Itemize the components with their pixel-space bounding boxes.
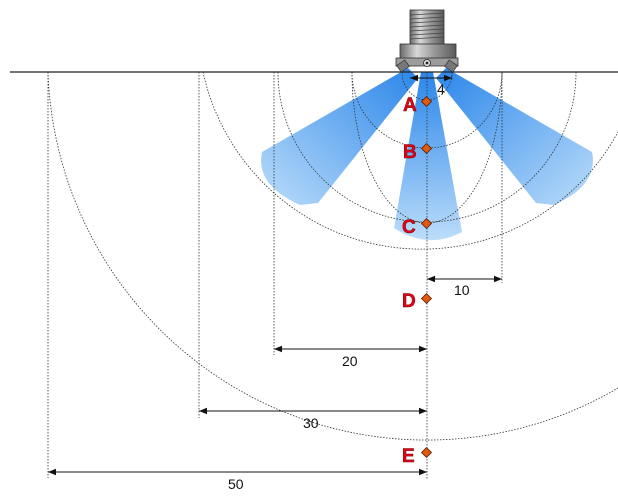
- point-c: C: [402, 217, 433, 238]
- spray-cone-center: [394, 72, 462, 241]
- dim-label-20: 20: [342, 353, 358, 369]
- point-b: B: [403, 142, 433, 163]
- point-d: D: [402, 291, 433, 312]
- point-a: A: [403, 95, 433, 116]
- spray-cones: [261, 68, 593, 241]
- spray-cone-left: [261, 68, 418, 205]
- spray-cone-right: [436, 68, 593, 205]
- point-label-c: C: [402, 217, 416, 238]
- arc-radius-e: [47, 71, 618, 441]
- dim-label-50: 50: [228, 476, 244, 492]
- point-label-a: A: [403, 95, 417, 116]
- dimension-arrows: [48, 74, 502, 476]
- arc-extra: [351, 71, 503, 224]
- dim-label-10: 10: [454, 282, 470, 298]
- dim-label-30: 30: [303, 415, 319, 431]
- dimension-labels: 4 10 20 30 50: [228, 81, 470, 492]
- target-points: A B C D E: [402, 95, 433, 467]
- dim-label-4: 4: [437, 81, 445, 97]
- point-label-d: D: [402, 291, 416, 312]
- spray-nozzle-icon: [395, 9, 459, 73]
- point-label-e: E: [402, 446, 415, 467]
- point-label-b: B: [403, 142, 417, 163]
- point-e: E: [402, 446, 433, 467]
